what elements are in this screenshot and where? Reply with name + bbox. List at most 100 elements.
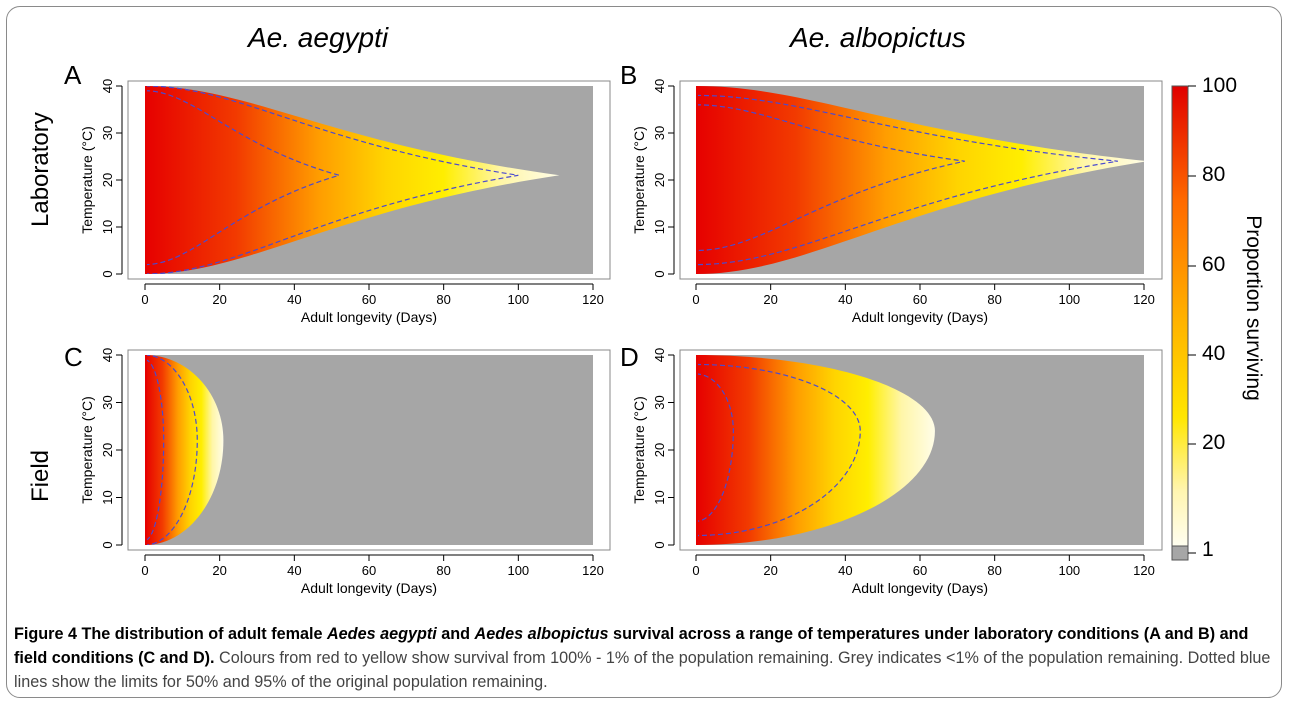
caption-bold-1: Figure 4 The distribution of adult femal…: [14, 625, 327, 643]
x-tick-label-b: 20: [763, 292, 777, 307]
contour-95-d: [696, 363, 861, 537]
zero-day-strip-a: [145, 86, 147, 274]
x-tick-label-d: 60: [913, 563, 927, 578]
contour-95-a: [145, 86, 519, 274]
figure-caption: Figure 4 The distribution of adult femal…: [14, 622, 1276, 694]
x-tick-label-b: 0: [692, 292, 699, 307]
contour-50-d: [696, 373, 734, 522]
y-axis-label-a: Temperature (°C): [79, 126, 95, 234]
survival-region-b: [696, 86, 1144, 274]
panel-letter-d: D: [620, 342, 639, 372]
x-tick-label-b: 60: [913, 292, 927, 307]
x-tick-label-d: 120: [1133, 563, 1155, 578]
survival-region-c: [145, 355, 224, 545]
colorbar-tick-20: 20: [1202, 431, 1226, 454]
y-tick-label-b: 20: [652, 173, 667, 187]
caption-bold-2: and: [436, 625, 475, 643]
survival-region-a: [145, 86, 560, 274]
heatmap-b: [696, 86, 1144, 274]
colorbar-tick-60: 60: [1202, 253, 1226, 276]
heatmap-c: [145, 355, 593, 545]
x-tick-label-a: 80: [436, 292, 450, 307]
column-title-albopictus: Ae. albopictus: [790, 22, 966, 53]
y-axis-label-c: Temperature (°C): [79, 396, 95, 504]
x-tick-label-d: 20: [763, 563, 777, 578]
colorbar-title: Proportion surviving: [1242, 215, 1265, 401]
colorbar-tick-80: 80: [1202, 163, 1226, 186]
y-tick-label-d: 30: [652, 395, 667, 409]
x-tick-label-b: 80: [987, 292, 1001, 307]
colorbar-tick-1: 1: [1202, 538, 1214, 561]
x-tick-label-d: 40: [838, 563, 852, 578]
y-tick-label-d: 10: [652, 490, 667, 504]
contour-50-b: [696, 104, 965, 252]
x-tick-label-d: 80: [987, 563, 1001, 578]
y-tick-label-a: 40: [100, 79, 115, 93]
caption-description: Colours from red to yellow show survival…: [14, 649, 1271, 691]
y-tick-label-c: 20: [100, 443, 115, 457]
x-tick-label-b: 100: [1058, 292, 1080, 307]
colorbar-grey-swatch: [1171, 545, 1189, 561]
y-tick-label-c: 10: [100, 490, 115, 504]
x-tick-label-a: 60: [362, 292, 376, 307]
colorbar-tick-40: 40: [1202, 342, 1226, 365]
y-tick-label-a: 20: [100, 173, 115, 187]
x-tick-label-c: 40: [287, 563, 301, 578]
x-tick-label-b: 40: [838, 292, 852, 307]
x-axis-label-d: Adult longevity (Days): [852, 580, 988, 596]
survival-region-d: [696, 355, 935, 545]
y-tick-label-c: 40: [100, 348, 115, 362]
x-tick-label-c: 60: [362, 563, 376, 578]
y-tick-label-d: 40: [652, 348, 667, 362]
y-tick-label-b: 10: [652, 220, 667, 234]
x-tick-label-c: 120: [582, 563, 604, 578]
panel-letter-b: B: [620, 60, 638, 90]
y-tick-label-c: 0: [100, 541, 115, 548]
contour-50-a: [145, 90, 342, 266]
contour-95-b: [696, 94, 1118, 266]
y-axis-label-b: Temperature (°C): [631, 126, 647, 234]
x-tick-label-c: 20: [212, 563, 226, 578]
y-tick-label-b: 30: [652, 126, 667, 140]
y-tick-label-a: 0: [100, 270, 115, 277]
y-tick-label-d: 0: [652, 541, 667, 548]
x-tick-label-a: 20: [212, 292, 226, 307]
caption-bold-3: survival across a range of temperatures …: [14, 625, 1249, 667]
colorbar-tick-100: 100: [1202, 74, 1238, 97]
figure-frame: [6, 6, 1282, 698]
x-tick-label-c: 80: [436, 563, 450, 578]
x-axis-label-c: Adult longevity (Days): [301, 580, 437, 596]
y-tick-label-c: 30: [100, 395, 115, 409]
y-tick-label-a: 10: [100, 220, 115, 234]
y-axis-label-d: Temperature (°C): [631, 396, 647, 504]
x-axis-label-a: Adult longevity (Days): [301, 309, 437, 325]
x-tick-label-d: 100: [1058, 563, 1080, 578]
heatmap-d: [696, 355, 1144, 545]
colorbar-gradient: [1171, 85, 1189, 547]
contour-50-c: [145, 359, 165, 541]
caption-species-1: Aedes aegypti: [326, 625, 437, 643]
y-tick-label-b: 0: [652, 270, 667, 277]
x-tick-label-c: 100: [507, 563, 529, 578]
x-tick-label-d: 0: [692, 563, 699, 578]
x-tick-label-b: 120: [1133, 292, 1155, 307]
column-title-aegypti: Ae. aegypti: [248, 22, 389, 53]
x-tick-label-c: 0: [141, 563, 148, 578]
x-tick-label-a: 0: [141, 292, 148, 307]
caption-species-2: Aedes albopictus: [474, 625, 609, 643]
x-axis-label-b: Adult longevity (Days): [852, 309, 988, 325]
panel-letter-a: A: [64, 60, 82, 90]
y-tick-label-d: 20: [652, 443, 667, 457]
panel-letter-c: C: [64, 342, 83, 372]
zero-day-strip-c: [145, 355, 147, 545]
contour-95-c: [145, 355, 198, 545]
zero-day-strip-b: [696, 86, 698, 274]
y-tick-label-a: 30: [100, 126, 115, 140]
x-tick-label-a: 40: [287, 292, 301, 307]
zero-day-strip-d: [696, 355, 698, 545]
x-tick-label-a: 100: [507, 292, 529, 307]
y-tick-label-b: 40: [652, 79, 667, 93]
heatmap-a: [145, 86, 593, 274]
x-tick-label-a: 120: [582, 292, 604, 307]
